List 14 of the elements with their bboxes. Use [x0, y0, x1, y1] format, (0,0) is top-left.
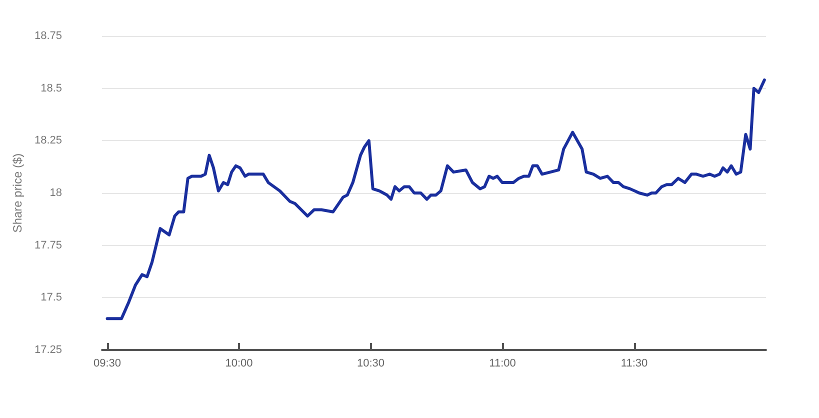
y-tick-label: 17.5 — [40, 292, 62, 304]
y-tick-label: 18.75 — [34, 30, 62, 42]
x-tick-label: 10:00 — [225, 358, 253, 370]
y-axis-title: Share price ($) — [10, 153, 25, 233]
y-tick-label: 18 — [50, 187, 62, 199]
x-tick-label: 10:30 — [356, 358, 385, 370]
y-tick-label: 18.5 — [40, 82, 62, 94]
line-series — [106, 78, 766, 320]
y-tick-label: 17.75 — [34, 239, 62, 252]
y-tick-label: 17.25 — [34, 344, 62, 356]
y-tick-label: 18.25 — [34, 134, 62, 147]
x-tick-label: 11:00 — [489, 358, 516, 370]
x-tick-label: 09:30 — [94, 358, 122, 370]
x-tick-label: 11:30 — [620, 358, 648, 370]
